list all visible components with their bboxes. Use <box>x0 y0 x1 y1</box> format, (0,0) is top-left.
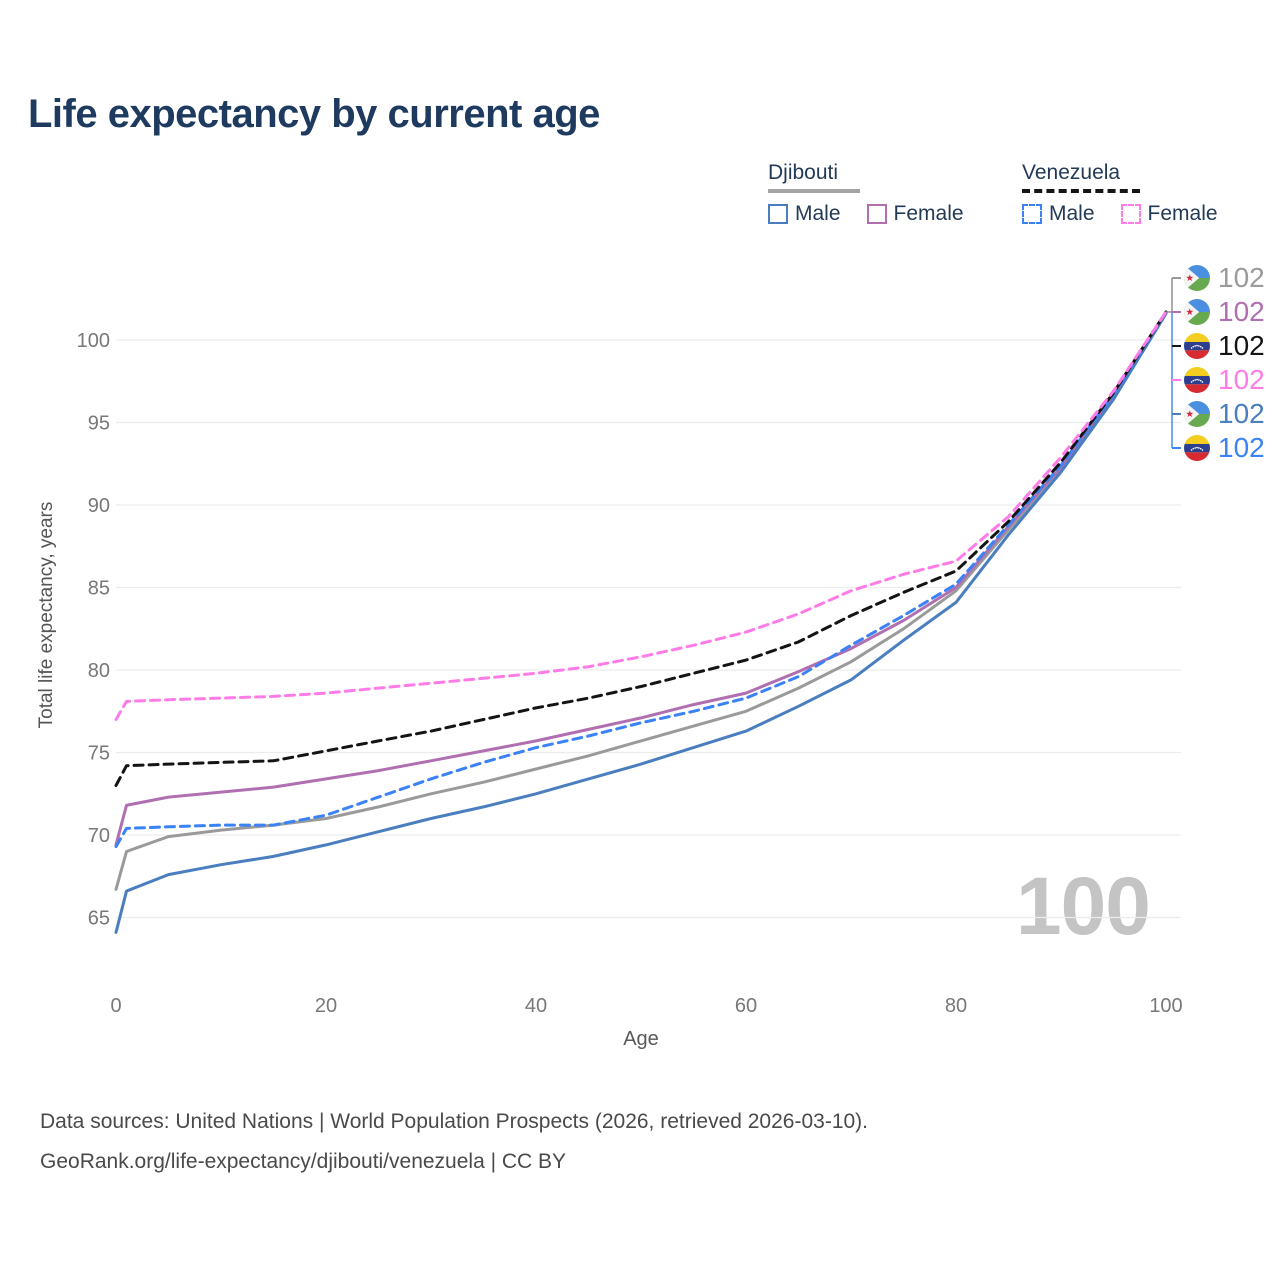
legend-group-djibouti: Djibouti Male Female <box>768 160 964 226</box>
y-tick-label: 100 <box>77 330 110 352</box>
legend-underline-dashed <box>1022 189 1140 193</box>
series-line-djibouti-all[interactable] <box>114 312 1168 891</box>
legend-swatch-djibouti-male <box>768 204 788 224</box>
x-tick-label: 100 <box>1149 995 1182 1017</box>
legend-swatch-venezuela-female <box>1120 204 1141 224</box>
legend-item-label: Female <box>1147 202 1218 225</box>
end-label-row[interactable]: 102 <box>1184 295 1265 329</box>
legend-item-label: Female <box>893 202 964 225</box>
end-label-value: 102 <box>1218 398 1265 429</box>
series-line-djibouti-male[interactable] <box>114 312 1168 934</box>
y-tick-label: 90 <box>88 495 110 517</box>
x-axis-title: Age <box>623 1028 659 1050</box>
end-label-value: 102 <box>1218 262 1265 293</box>
legend-country-label: Venezuela <box>1022 161 1121 184</box>
legend-item-djibouti-male[interactable]: Male <box>768 202 841 226</box>
venezuela-flag-icon <box>1184 435 1210 461</box>
end-label-row[interactable]: 102 <box>1184 397 1265 431</box>
venezuela-flag-icon <box>1184 367 1210 393</box>
legend-item-venezuela-male[interactable]: Male <box>1022 202 1095 226</box>
end-label-value: 102 <box>1218 364 1265 395</box>
end-label-value: 102 <box>1218 330 1265 361</box>
x-tick-label: 40 <box>525 995 547 1017</box>
legend-item-label: Male <box>1049 202 1095 225</box>
y-tick-label: 70 <box>88 825 110 847</box>
series-line-venezuela-all[interactable] <box>114 310 1168 787</box>
legend-swatch-djibouti-female <box>866 204 887 224</box>
end-label-row[interactable]: 102 <box>1184 431 1265 465</box>
legend-underline-solid <box>768 189 860 193</box>
djibouti-flag-icon <box>1184 299 1210 325</box>
djibouti-flag-icon <box>1184 265 1210 291</box>
end-label-value: 102 <box>1218 296 1265 327</box>
y-tick-label: 80 <box>88 660 110 682</box>
end-label-row[interactable]: 102 <box>1184 261 1265 295</box>
x-tick-label: 20 <box>315 995 337 1017</box>
y-tick-label: 75 <box>88 743 110 765</box>
end-label-row[interactable]: 102 <box>1184 329 1265 363</box>
series-line-venezuela-male[interactable] <box>114 310 1168 849</box>
legend-item-djibouti-female[interactable]: Female <box>866 202 964 226</box>
end-label-value: 102 <box>1218 432 1265 463</box>
legend-item-venezuela-female[interactable]: Female <box>1120 202 1218 226</box>
series-line-djibouti-female[interactable] <box>114 310 1168 847</box>
y-tick-label: 65 <box>88 908 110 930</box>
legend-country-label: Djibouti <box>768 161 839 184</box>
series-line-venezuela-female[interactable] <box>114 310 1168 721</box>
x-tick-label: 60 <box>735 995 757 1017</box>
data-sources-text: Data sources: United Nations | World Pop… <box>40 1110 869 1133</box>
age-watermark: 100 <box>1016 861 1151 952</box>
end-label-row[interactable]: 102 <box>1184 363 1265 397</box>
legend-group-venezuela: Venezuela Male Female <box>1022 160 1218 226</box>
y-tick-label: 95 <box>88 413 110 435</box>
x-tick-label: 0 <box>110 995 121 1017</box>
venezuela-flag-icon <box>1184 333 1210 359</box>
y-tick-label: 85 <box>88 578 110 600</box>
y-axis-title: Total life expectancy, years <box>36 501 57 729</box>
legend-swatch-venezuela-male <box>1022 204 1042 224</box>
x-tick-label: 80 <box>945 995 967 1017</box>
page-title: Life expectancy by current age <box>28 92 600 136</box>
djibouti-flag-icon <box>1184 401 1210 427</box>
attribution-text: GeoRank.org/life-expectancy/djibouti/ven… <box>40 1150 567 1173</box>
legend-item-label: Male <box>795 202 841 225</box>
